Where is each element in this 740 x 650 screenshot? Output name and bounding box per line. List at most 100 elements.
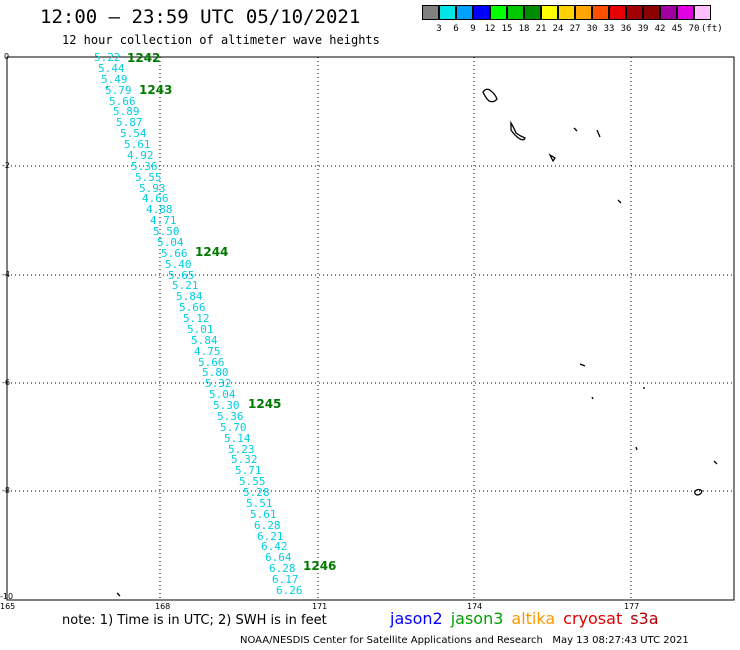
y-tick-label: -2 [2,161,10,170]
swh-value: 5.87 [116,116,143,129]
swh-value: 5.22 [94,51,121,64]
colorbar-swatch [626,5,643,20]
swh-value: 5.32 [231,453,258,466]
swh-value: 5.36 [217,410,244,423]
swh-value: 4.92 [127,149,154,162]
swh-value: 5.79 [105,84,132,97]
swh-value: 5.40 [165,258,192,271]
swh-value: 4.88 [146,203,173,216]
satellite-legend-item: s3a [630,609,659,628]
swh-value: 5.01 [187,323,214,336]
track-label: 1245 [248,397,282,411]
swh-value: 5.36 [131,160,158,173]
swh-value: 5.51 [246,497,273,510]
swh-value: 5.71 [235,464,262,477]
swh-value: 5.66 [109,95,136,108]
colorbar-label: 18 [518,24,530,34]
swh-value: 4.75 [194,345,221,358]
swh-value: 5.66 [198,356,225,369]
swh-value: 5.23 [228,443,255,456]
satellite-legend: jason2 jason3 altika cryosat s3a [390,609,667,628]
swh-value: 6.26 [276,584,303,597]
colorbar-swatch [558,5,575,20]
swh-value: 5.61 [250,508,277,521]
x-tick-label: 177 [624,602,640,611]
swh-value: 5.84 [176,290,203,303]
colorbar-swatch [473,5,490,20]
x-tick-label: 174 [467,602,483,611]
colorbar-label: 24 [552,24,564,34]
colorbar-label: 15 [501,24,513,34]
swh-value: 5.66 [179,301,206,314]
map-title: 12:00 – 23:59 UTC 05/10/2021 [40,6,361,28]
island-outlines [105,85,718,597]
colorbar-swatch [609,5,626,20]
swh-value: 5.65 [168,269,195,282]
colorbar-swatch [490,5,507,20]
swh-value: 5.54 [120,127,147,140]
track-label: 1242 [127,51,161,65]
colorbar-swatch [694,5,711,20]
swh-value: 5.55 [135,171,162,184]
colorbar-label: 3 [436,24,442,34]
colorbar-swatch [422,5,439,20]
satellite-legend-item: jason3 [450,609,504,628]
swh-value: 5.14 [224,432,251,445]
swh-value: 6.64 [265,551,292,564]
swh-value: 5.04 [209,388,236,401]
swh-value: 5.32 [205,377,232,390]
colorbar-label: 27 [569,24,581,34]
satellite-legend-item: cryosat [563,609,623,628]
swh-value: 5.30 [213,399,240,412]
swh-value: 5.44 [98,62,125,75]
colorbar-label: 36 [620,24,632,34]
colorbar-label: (ft) [701,24,723,34]
swh-value: 5.12 [183,312,210,325]
colorbar-swatch [524,5,541,20]
track-label: 1246 [303,559,337,573]
swh-value: 5.84 [191,334,218,347]
satellite-legend-item: jason2 [390,609,443,628]
colorbar-swatch [507,5,524,20]
credit-line: NOAA/NESDIS Center for Satellite Applica… [240,635,689,646]
x-tick-label: 165 [0,602,16,611]
swh-value: 5.28 [243,486,270,499]
colorbar-label: 21 [535,24,547,34]
latitude-gridlines [7,165,734,492]
colorbar-swatch [592,5,609,20]
swh-value: 6.21 [257,530,284,543]
y-tick-label: 0 [4,52,10,61]
swh-value: 5.21 [172,279,199,292]
y-tick-label: -6 [2,378,10,387]
swh-value: 5.50 [153,225,180,238]
swh-value: 5.04 [157,236,184,249]
swh-value: 5.70 [220,421,247,434]
track-label: 1243 [139,83,173,97]
swh-value: 6.17 [272,573,299,586]
y-tick-label: -8 [2,486,10,495]
colorbar-swatch [575,5,592,20]
colorbar-label: 12 [484,24,496,34]
swh-value: 5.93 [139,182,166,195]
swh-value: 5.89 [113,105,140,118]
swh-value: 4.71 [150,214,177,227]
swh-value: 5.66 [161,247,188,260]
y-tick-label: -4 [2,270,10,279]
colorbar-swatch [677,5,694,20]
colorbar-label: 9 [470,24,476,34]
map-border [6,56,735,601]
longitude-gridlines [159,57,632,600]
colorbar-swatch [541,5,558,20]
swh-value: 4.66 [142,192,169,205]
swh-value: 5.61 [124,138,151,151]
colorbar-swatch [660,5,677,20]
colorbar-label: 45 [671,24,683,34]
colorbar-swatch [643,5,660,20]
x-tick-label: 168 [155,602,171,611]
colorbar-label: 70 [688,24,700,34]
swh-value: 6.42 [261,540,288,553]
colorbar-label: 30 [586,24,598,34]
colorbar-label: 33 [603,24,615,34]
